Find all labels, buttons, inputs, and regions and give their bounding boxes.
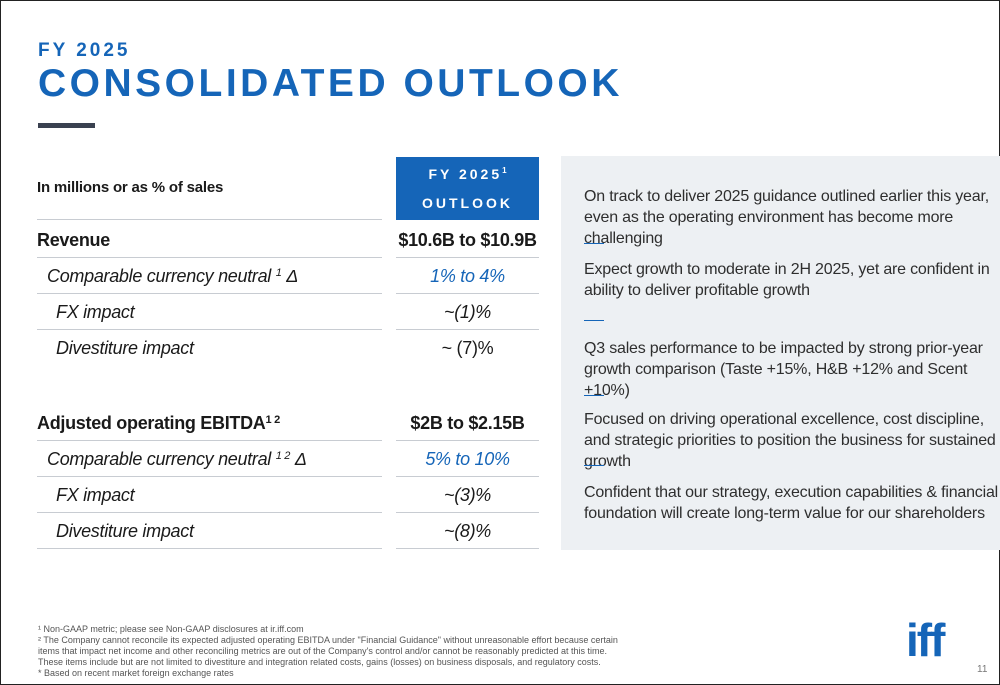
page-number: 11 <box>977 664 988 675</box>
highlights-panel: On track to deliver 2025 guidance outlin… <box>561 156 1000 550</box>
row-label: Revenue <box>37 230 110 250</box>
table-row-ebitda: Adjusted operating EBITDA1 2 $2B to $2.1… <box>37 404 539 441</box>
row-value: ~(3)% <box>443 485 492 505</box>
units-label: In millions or as % of sales <box>37 179 224 196</box>
row-value: ~ (7)% <box>441 338 494 358</box>
row-label: Comparable currency neutral 1 2 Δ <box>47 449 307 469</box>
table-row-revenue-fx: FX impact ~(1)% <box>37 293 539 330</box>
highlight-item: Confident that our strategy, execution c… <box>584 484 999 522</box>
row-label: Adjusted operating EBITDA1 2 <box>37 413 280 433</box>
row-label: Divestiture impact <box>56 338 194 358</box>
footnote: * Based on recent market foreign exchang… <box>38 668 234 678</box>
row-value: $2B to $2.15B <box>410 413 525 433</box>
row-value: 5% to 10% <box>425 449 510 469</box>
highlight-item: On track to deliver 2025 guidance outlin… <box>584 188 989 247</box>
row-value: 1% to 4% <box>430 266 505 286</box>
highlight-separator <box>584 465 604 466</box>
table-top-rule <box>37 219 382 220</box>
footnotes: ¹ Non-GAAP metric; please see Non-GAAP d… <box>38 624 628 679</box>
footnote: ² The Company cannot reconcile its expec… <box>38 635 618 667</box>
highlight-separator <box>584 395 604 396</box>
column-header-line1: FY 20251 <box>428 166 507 182</box>
row-label: FX impact <box>56 302 135 322</box>
highlight-separator <box>584 243 604 244</box>
highlight-separator <box>584 320 604 321</box>
highlight-item: Expect growth to moderate in 2H 2025, ye… <box>584 261 990 299</box>
footnote: ¹ Non-GAAP metric; please see Non-GAAP d… <box>38 624 304 634</box>
slide-kicker: FY 2025 <box>38 40 131 61</box>
highlight-item: Q3 sales performance to be impacted by s… <box>584 340 983 399</box>
row-label: Comparable currency neutral 1 Δ <box>47 266 299 286</box>
table-row-ebitda-fx: FX impact ~(3)% <box>37 476 539 513</box>
row-value: ~(8)% <box>443 521 492 541</box>
column-header-line2: OUTLOOK <box>422 195 513 211</box>
row-value: ~(1)% <box>443 302 492 322</box>
title-underline <box>38 123 95 128</box>
table-row-revenue-ccn: Comparable currency neutral 1 Δ 1% to 4% <box>37 257 539 294</box>
iff-logo: iff <box>906 614 948 662</box>
row-label: Divestiture impact <box>56 521 194 541</box>
column-header: FY 20251 OUTLOOK <box>396 157 539 220</box>
table-row-ebitda-divestiture: Divestiture impact ~(8)% <box>37 512 539 549</box>
table-row-revenue-divestiture: Divestiture impact ~ (7)% <box>37 329 539 365</box>
row-value: $10.6B to $10.9B <box>398 230 537 250</box>
slide-title: CONSOLIDATED OUTLOOK <box>38 62 623 105</box>
table-row-ebitda-ccn: Comparable currency neutral 1 2 Δ 5% to … <box>37 440 539 477</box>
table-row-revenue: Revenue $10.6B to $10.9B <box>37 221 539 258</box>
row-label: FX impact <box>56 485 135 505</box>
logo-text: iff <box>906 614 946 662</box>
highlight-item: Focused on driving operational excellenc… <box>584 411 996 470</box>
